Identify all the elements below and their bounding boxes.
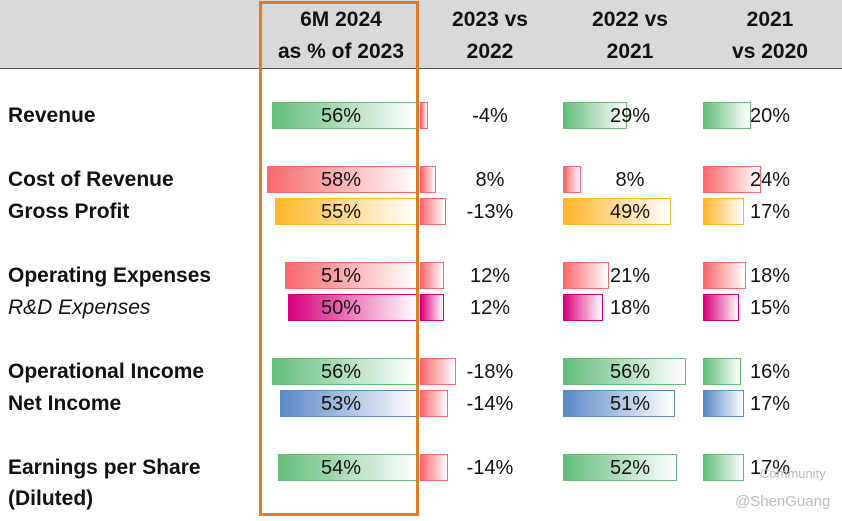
data-bar	[703, 198, 744, 225]
highlight-frame	[259, 1, 419, 516]
row-label: Revenue	[8, 104, 96, 127]
watermark: Community	[760, 466, 826, 481]
value-label: 52%	[609, 457, 651, 479]
value-label: 58%	[320, 169, 362, 191]
value-label: -13%	[466, 201, 514, 223]
data-bar	[703, 166, 761, 193]
header-band	[0, 0, 842, 69]
value-label: 15%	[749, 297, 791, 319]
data-bar	[288, 294, 418, 321]
column-header: 2022 vs 2021	[592, 8, 668, 63]
value-label: 53%	[320, 393, 362, 415]
data-bar	[420, 166, 436, 193]
value-label: 17%	[749, 201, 791, 223]
watermark: @ShenGuang	[735, 493, 831, 510]
value-label: 20%	[749, 105, 791, 127]
data-bar	[563, 294, 603, 321]
value-label: 17%	[749, 457, 791, 479]
value-label: 56%	[609, 361, 651, 383]
data-bar	[267, 166, 418, 193]
data-bar	[285, 262, 418, 289]
data-bar	[703, 358, 742, 385]
column-header: 2023 vs 2022	[452, 8, 528, 63]
row-label: Net Income	[8, 392, 122, 415]
data-bar	[703, 294, 739, 321]
value-label: -14%	[466, 457, 514, 479]
value-label: 54%	[320, 457, 362, 479]
value-label: 18%	[609, 297, 651, 319]
data-bar	[703, 454, 744, 481]
data-bar	[420, 198, 446, 225]
data-bar	[703, 102, 751, 129]
row-label: R&D Expenses	[8, 296, 151, 319]
value-label: 18%	[749, 265, 791, 287]
data-bar	[420, 294, 444, 321]
value-label: 51%	[320, 265, 362, 287]
row-label: Cost of Revenue	[8, 168, 174, 191]
row-label: Gross Profit	[8, 200, 130, 223]
data-bar	[420, 454, 448, 481]
value-label: 49%	[609, 201, 651, 223]
data-bar	[563, 166, 581, 193]
data-bar	[703, 390, 744, 417]
data-bar	[277, 454, 418, 481]
value-label: 56%	[320, 361, 362, 383]
value-label: -4%	[472, 105, 508, 127]
data-bar	[275, 198, 418, 225]
data-bar	[420, 102, 428, 129]
column-header: 6M 2024 as % of 2023	[277, 8, 405, 63]
value-label: 50%	[320, 297, 362, 319]
value-label: 12%	[469, 265, 511, 287]
data-bar	[563, 390, 676, 417]
value-label: 55%	[320, 201, 362, 223]
data-bar	[272, 102, 418, 129]
value-label: 51%	[609, 393, 651, 415]
row-label: Operational Income	[8, 360, 205, 383]
data-bar	[420, 358, 456, 385]
data-bar	[272, 358, 418, 385]
value-label: 24%	[749, 169, 791, 191]
row-label: Earnings per Share (Diluted)	[8, 456, 201, 510]
value-label: 21%	[609, 265, 651, 287]
row-label: Operating Expenses	[8, 264, 212, 287]
data-bar	[563, 198, 671, 225]
data-bar	[563, 262, 610, 289]
value-label: -18%	[466, 361, 514, 383]
value-label: 17%	[749, 393, 791, 415]
value-label: 12%	[469, 297, 511, 319]
data-bar	[420, 262, 444, 289]
data-bar	[563, 102, 627, 129]
value-label: 8%	[475, 169, 505, 191]
data-bar	[280, 390, 418, 417]
value-label: -14%	[466, 393, 514, 415]
column-header: 2021 vs 2020	[732, 8, 808, 63]
value-label: 56%	[320, 105, 362, 127]
data-bar	[563, 358, 687, 385]
data-bar	[563, 454, 678, 481]
data-bar	[420, 390, 448, 417]
value-label: 16%	[749, 361, 791, 383]
data-bar	[703, 262, 747, 289]
value-label: 29%	[609, 105, 651, 127]
value-label: 8%	[615, 169, 645, 191]
